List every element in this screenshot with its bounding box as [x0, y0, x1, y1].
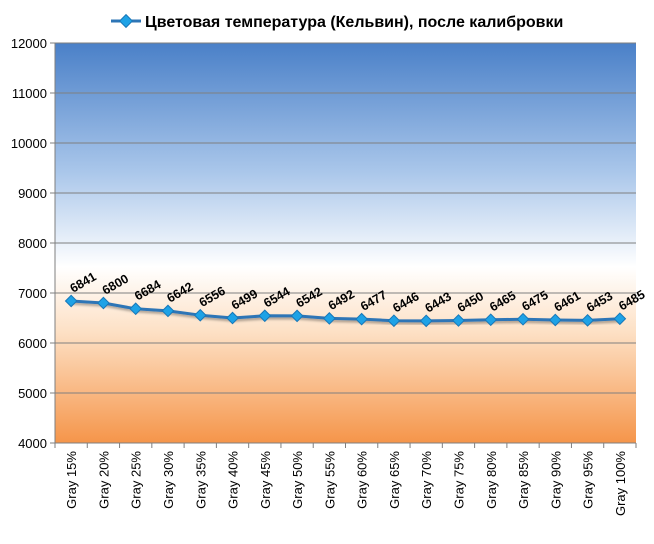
y-tick-label: 4000 — [18, 436, 47, 451]
y-tick-label: 11000 — [12, 86, 47, 101]
data-point-marker — [64, 294, 78, 308]
x-tick-label: Gray 80% — [484, 451, 499, 509]
x-tick-label: Gray 60% — [355, 451, 370, 509]
series-line — [64, 294, 627, 328]
y-tick-label: 8000 — [18, 236, 47, 251]
x-tick-label: Gray 50% — [290, 451, 305, 509]
y-tick-label: 6000 — [18, 336, 47, 351]
data-point-marker — [226, 311, 239, 325]
x-tick-label: Gray 100% — [613, 451, 628, 516]
x-tick-label: Gray 90% — [548, 451, 563, 509]
data-point-marker — [484, 313, 498, 327]
data-point-marker — [516, 312, 530, 326]
y-tick-label: 9000 — [18, 186, 47, 201]
data-point-marker — [193, 308, 207, 322]
data-point-marker — [452, 314, 465, 327]
legend: Цветовая температура (Кельвин), после ка… — [111, 13, 563, 31]
x-tick-label: Gray 40% — [226, 451, 241, 509]
x-tick-label: Gray 35% — [193, 451, 208, 509]
y-tick-label: 5000 — [18, 386, 47, 401]
x-tick-label: Gray 75% — [451, 451, 466, 509]
chart-title: Цветовая температура (Кельвин), после ка… — [145, 14, 563, 31]
data-point-marker — [355, 312, 369, 326]
data-point-marker — [548, 313, 562, 327]
axes: 4000 5000 6000 7000 8000 9000 10000 11000 12000 G… — [11, 36, 637, 516]
y-tick-label: 12000 — [11, 36, 47, 51]
x-tick-label: Gray 25% — [129, 451, 144, 509]
x-tick-label: Gray 70% — [419, 451, 434, 509]
x-tick-label: Gray 45% — [258, 451, 273, 509]
data-point-marker — [387, 314, 401, 328]
data-point-marker — [613, 312, 627, 326]
data-point-marker — [161, 304, 175, 318]
y-tick-label: 10000 — [11, 136, 47, 151]
x-tick-label: Gray 85% — [516, 451, 531, 509]
data-point-marker — [322, 312, 336, 325]
x-tick-label: Gray 15% — [64, 451, 79, 509]
x-tick-label: Gray 55% — [322, 451, 337, 509]
data-point-marker — [258, 309, 272, 323]
y-tick-label: 7000 — [18, 286, 47, 301]
x-tick-label: Gray 95% — [581, 451, 596, 509]
data-point-marker — [419, 314, 433, 328]
x-tick-label: Gray 30% — [161, 451, 176, 509]
data-point-marker — [97, 296, 110, 310]
x-tick-label: Gray 20% — [96, 451, 111, 509]
x-tick-label: Gray 65% — [387, 451, 402, 509]
data-point-marker — [129, 302, 143, 316]
legend-marker-swatch — [118, 13, 134, 29]
data-point-marker — [290, 309, 304, 323]
data-point-marker — [581, 313, 594, 327]
